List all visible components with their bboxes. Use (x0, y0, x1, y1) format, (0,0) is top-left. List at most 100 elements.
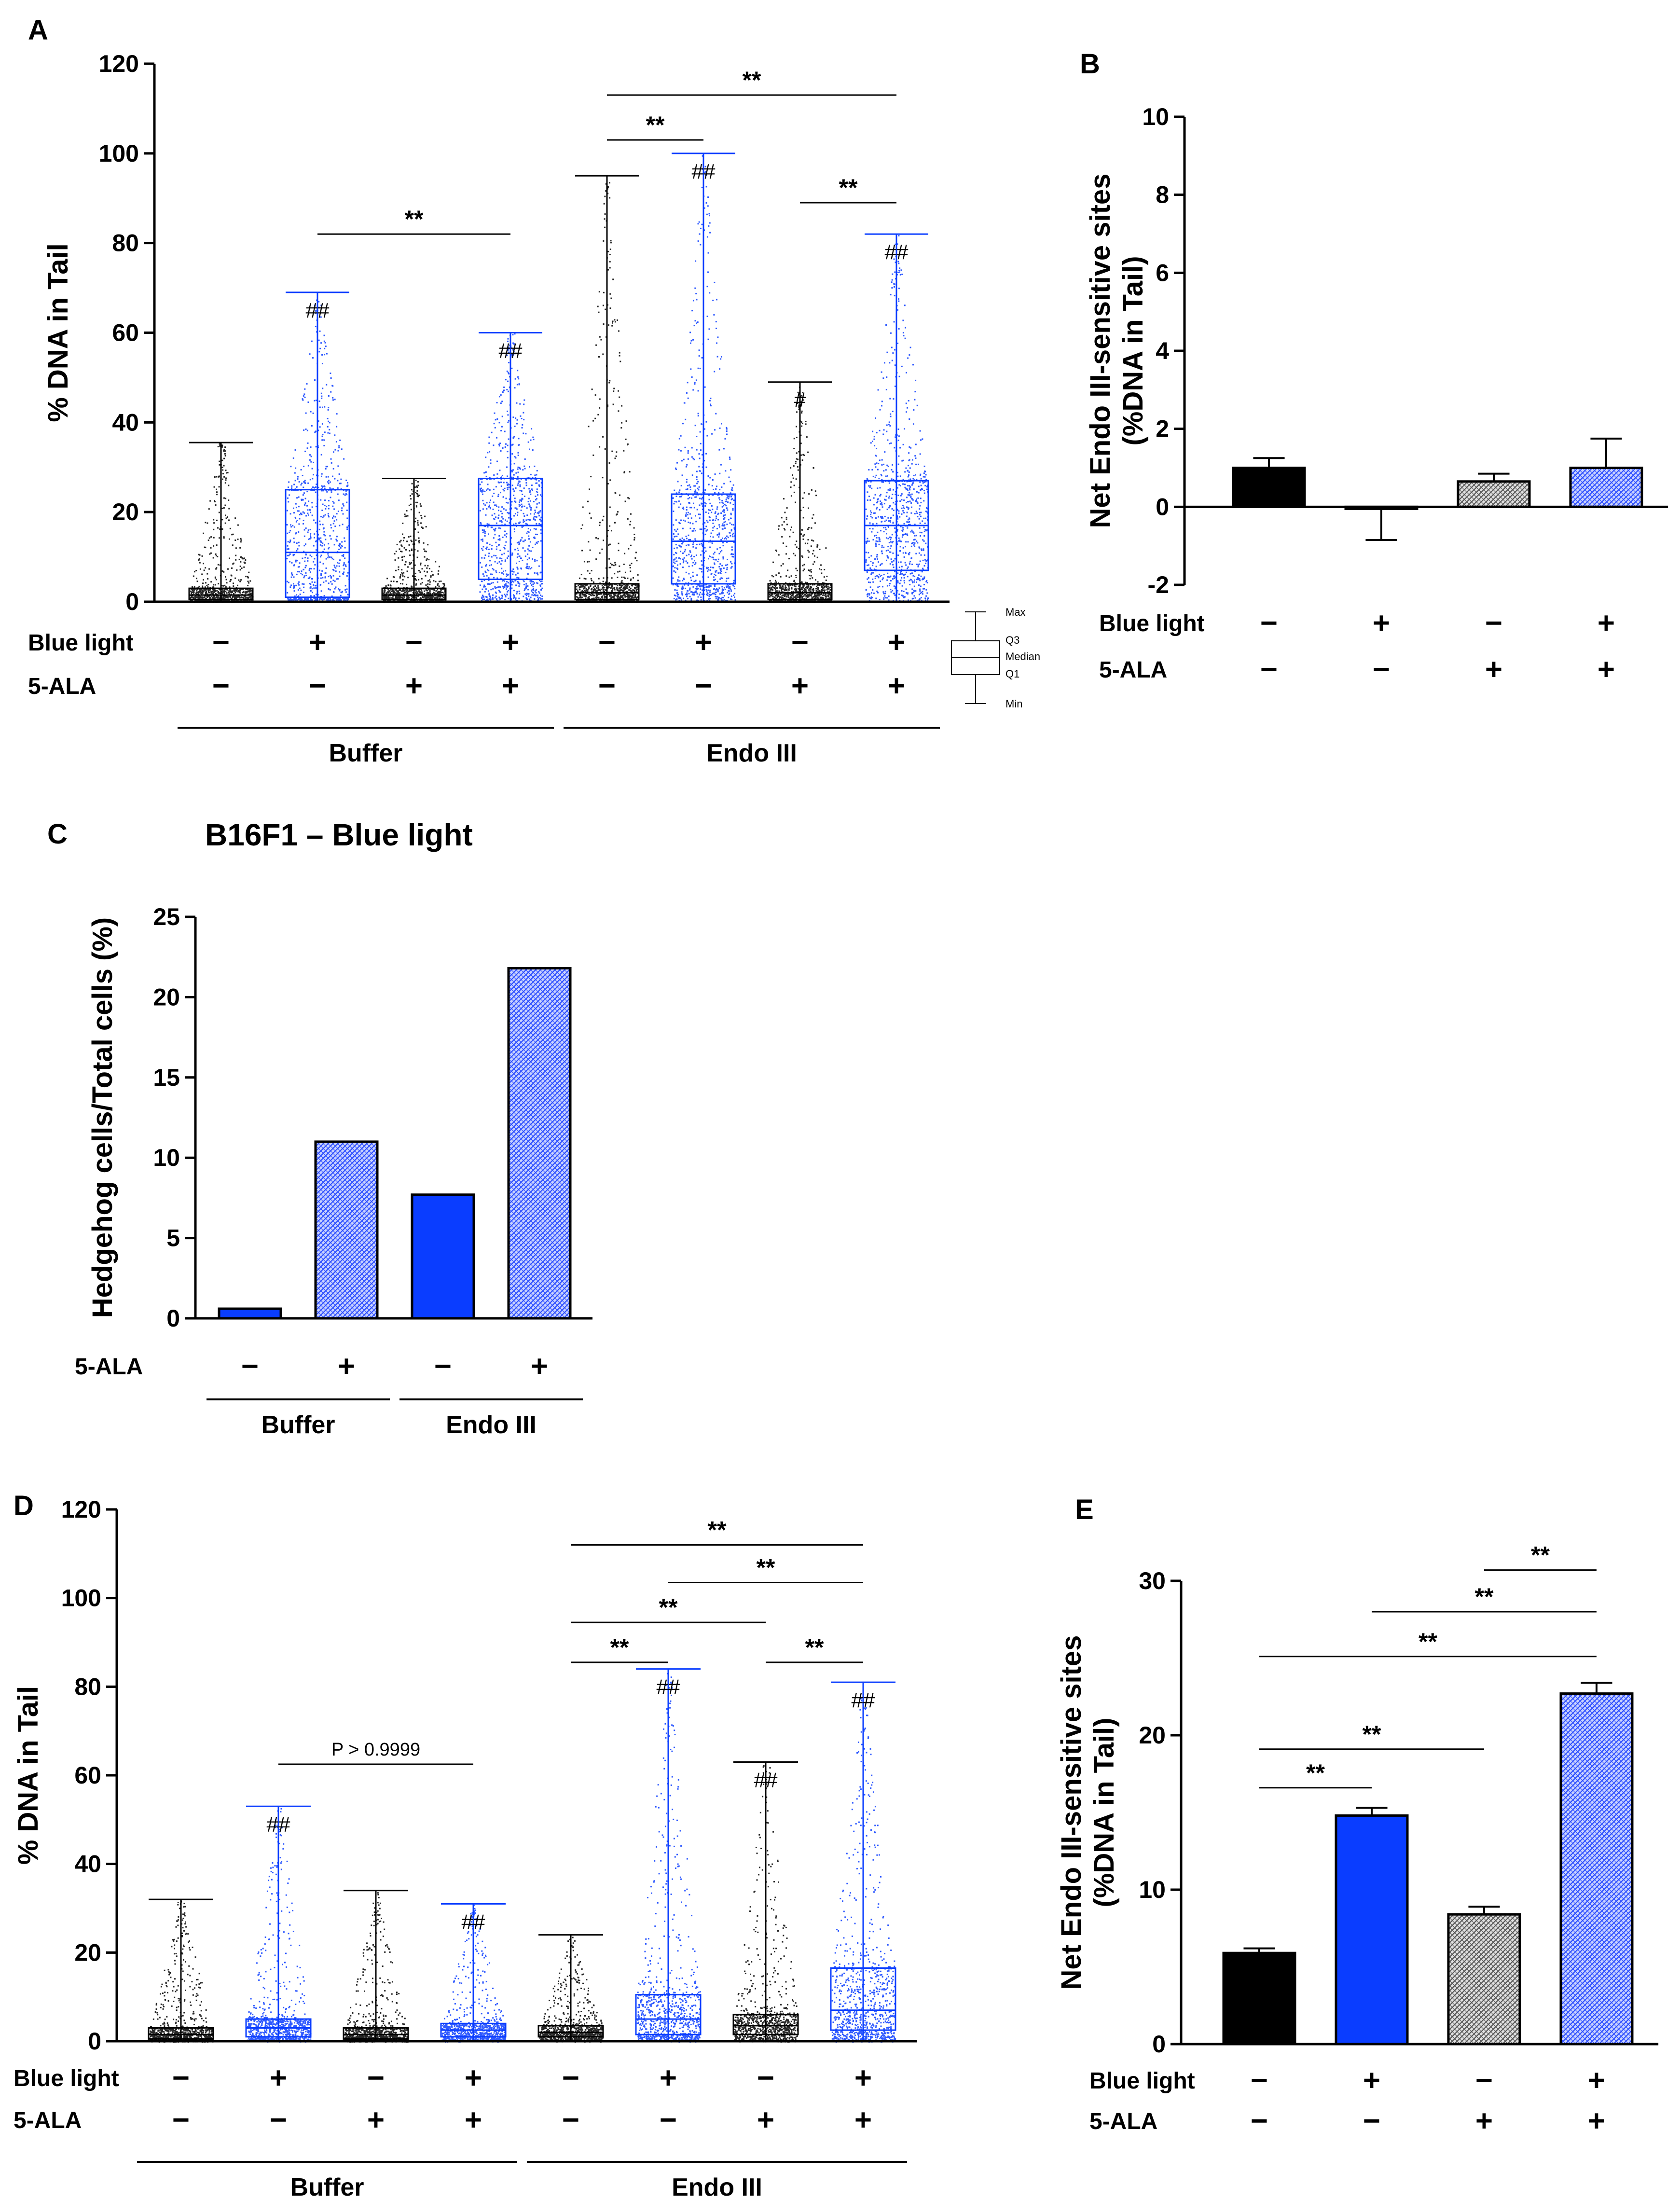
panelA-box-7: # (767, 381, 833, 603)
panelA-box-3 (381, 477, 447, 603)
panelD-box-3 (343, 1890, 409, 2043)
panelE-ala-sign: + (1475, 2104, 1493, 2138)
panelA-blue-light-row-label: Blue light (28, 630, 134, 656)
panelD-ytick-label: 80 (74, 1673, 101, 1700)
panelE-blue-light-sign: + (1588, 2064, 1605, 2097)
panel-d-box-chart: 0 20 40 60 80 100 120 % DNA in Tail ## ## ## ## ## P … (13, 1496, 917, 2199)
panelB-ytick-label: -2 (1148, 571, 1169, 598)
panelD-scatter-points-2 (247, 1808, 312, 2043)
panelC-ytick-label: 20 (153, 983, 180, 1010)
panelB-y-axis-label: Net Endo III-sensitive sites (1085, 174, 1116, 528)
panelA-ytick-label: 100 (99, 140, 139, 167)
panelA-buffer-group-label: Buffer (329, 739, 402, 767)
panelB-ala-sign: − (1373, 653, 1390, 686)
panelE-ytick-label: 30 (1139, 1567, 1166, 1594)
panelA-hash-mark: ## (306, 299, 330, 322)
panelB-ytick-label: 0 (1156, 493, 1169, 520)
panelA-ytick-label: 20 (112, 498, 139, 526)
panelA-ala-row-label: 5-ALA (28, 674, 96, 699)
panelD-significance-label: ** (805, 1634, 824, 1661)
panelC-ala-sign: − (241, 1350, 259, 1383)
panelD-box-7: ## (732, 1761, 799, 2043)
panelB-bar-1 (1232, 467, 1306, 508)
panelD-blue-light-sign: − (757, 2061, 774, 2095)
panel-label-a: A (28, 14, 48, 46)
panelA-ytick-label: 40 (112, 409, 139, 436)
panelD-blue-light-sign: + (854, 2061, 872, 2095)
legend-q1: Q1 (1005, 668, 1019, 680)
panelD-hash-mark: ## (267, 1812, 290, 1836)
panelC-ala-sign: + (531, 1350, 548, 1383)
panelB-bar-4 (1569, 467, 1643, 508)
panel-e-bar-chart: 0 10 20 30 Net Endo III-sensitive sites (%DNA… (1056, 1542, 1659, 2138)
panelB-ytick-label: 8 (1156, 181, 1169, 208)
panelA-ala-sign: + (405, 669, 423, 703)
panelE-ala-row-label: 5-ALA (1089, 2109, 1157, 2134)
panelE-significance-label: ** (1475, 1583, 1494, 1610)
panelA-significance-label: ** (743, 67, 761, 94)
panelE-significance-label: ** (1531, 1542, 1550, 1569)
legend-median: Median (1005, 650, 1040, 663)
panelB-ytick-label: 2 (1156, 415, 1169, 443)
panelA-hash-mark: ## (499, 339, 523, 363)
panelE-bar-1 (1222, 1951, 1296, 2046)
panelA-iqr-box (767, 583, 833, 600)
panelE-significance-label: ** (1418, 1628, 1437, 1655)
panelD-blue-light-sign: + (465, 2061, 482, 2095)
panelD-significance-label: ** (757, 1554, 775, 1581)
panelD-significance-label: P > 0.9999 (331, 1740, 420, 1760)
panelD-scatter-points-3 (344, 1892, 409, 2043)
panelD-iqr-box (343, 2027, 409, 2040)
panelE-y-axis-label: Net Endo III-sensitive sites (1056, 1635, 1087, 1990)
panelC-ala-row-label: 5-ALA (75, 1354, 143, 1380)
panelB-ytick-label: 10 (1142, 103, 1169, 130)
panelE-blue-light-sign: + (1363, 2064, 1380, 2097)
panelA-hash-mark: ## (885, 240, 909, 264)
panelA-ytick-label: 0 (125, 588, 139, 615)
panelE-ytick-label: 20 (1139, 1722, 1166, 1749)
panel-label-c: C (47, 818, 68, 850)
panelA-ala-sign: − (212, 669, 230, 703)
panelA-significance-label: ** (405, 206, 424, 233)
panelD-scatter-points-6 (636, 1673, 702, 2043)
panelB-blue-light-sign: − (1485, 607, 1502, 640)
panelE-blue-light-sign: − (1475, 2064, 1493, 2097)
panelD-blue-light-sign: − (172, 2061, 190, 2095)
panelA-scatter-points-6 (672, 155, 736, 603)
panelC-ytick-label: 10 (153, 1144, 180, 1171)
panelB-blue-light-sign: + (1373, 607, 1390, 640)
panelD-hash-mark: ## (852, 1688, 875, 1712)
panel-label-e: E (1075, 1494, 1094, 1525)
panelA-ytick-label: 80 (112, 230, 139, 257)
panelB-ytick-label: 6 (1156, 259, 1169, 286)
panelB-ytick-label: 4 (1156, 337, 1169, 364)
panelB-bar-3 (1457, 480, 1531, 508)
panelB-blue-light-sign: + (1597, 607, 1615, 640)
panelE-blue-light-sign: − (1251, 2064, 1268, 2097)
panelD-ytick-label: 120 (61, 1496, 101, 1523)
panelD-ala-sign: − (660, 2103, 677, 2137)
panelA-scatter-points-5 (576, 182, 640, 603)
panelA-blue-light-sign: − (405, 626, 423, 659)
panelA-blue-light-sign: + (309, 626, 326, 659)
panelC-buffer-group-label: Buffer (261, 1411, 335, 1439)
panelB-blue-light-sign: − (1260, 607, 1278, 640)
panelA-ala-sign: − (598, 669, 616, 703)
panelD-blue-light-row-label: Blue light (14, 2066, 119, 2091)
legend-min: Min (1005, 698, 1022, 710)
panelC-bar-1 (218, 1307, 282, 1320)
panelD-ala-sign: − (270, 2103, 287, 2137)
panelD-box-1 (148, 1898, 214, 2043)
panelD-iqr-box (635, 1994, 702, 2035)
panelD-ytick-label: 60 (74, 1762, 101, 1789)
panelD-blue-light-sign: − (562, 2061, 579, 2095)
panelA-box-5 (574, 175, 640, 603)
panelA-box-1 (188, 442, 254, 603)
panelB-ala-sign: + (1597, 653, 1615, 686)
panelC-ala-sign: + (338, 1350, 355, 1383)
panelD-endo-group-label: Endo III (672, 2173, 762, 2199)
panelE-ytick-label: 0 (1152, 2031, 1166, 2058)
panelD-box-6: ## (635, 1668, 702, 2043)
panelC-ytick-label: 25 (153, 903, 180, 930)
